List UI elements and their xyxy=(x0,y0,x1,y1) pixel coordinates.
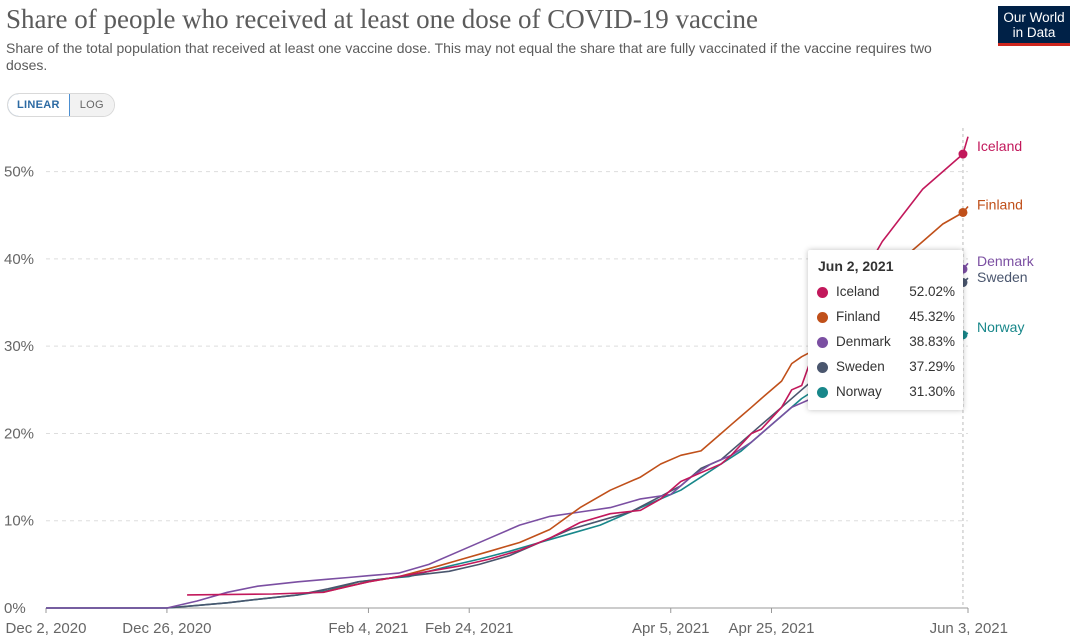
series-marker-iceland xyxy=(958,149,968,159)
series-label-iceland: Iceland xyxy=(977,138,1022,154)
logo-accent-bar xyxy=(998,43,1070,46)
tooltip-value: 31.30% xyxy=(909,384,955,399)
tooltip-country: Iceland xyxy=(836,284,880,299)
tooltip-row-finland: Finland 45.32% xyxy=(817,308,955,328)
series-label-finland: Finland xyxy=(977,196,1023,212)
tooltip-dot-icon xyxy=(817,312,828,323)
x-tick-label: Jun 3, 2021 xyxy=(930,620,1008,637)
series-line-iceland xyxy=(187,136,969,596)
tooltip-dot-icon xyxy=(817,337,828,348)
owid-logo[interactable]: Our World in Data xyxy=(998,6,1070,46)
tooltip-row-iceland: Iceland 52.02% xyxy=(817,283,955,303)
y-tick-label: 20% xyxy=(4,425,34,442)
y-tick-label: 30% xyxy=(4,338,34,355)
y-tick-label: 0% xyxy=(4,600,26,617)
logo-line2: in Data xyxy=(1012,25,1056,40)
scale-toggle[interactable]: LINEAR LOG xyxy=(7,93,115,117)
hover-tooltip: Jun 2, 2021 Iceland 52.02% Finland 45.32… xyxy=(808,250,963,410)
tooltip-value: 37.29% xyxy=(909,359,955,374)
series-label-denmark: Denmark xyxy=(977,253,1035,269)
logo-line1: Our World xyxy=(1003,10,1065,25)
x-tick-label: Feb 24, 2021 xyxy=(425,620,513,637)
tooltip-date: Jun 2, 2021 xyxy=(818,258,894,274)
x-tick-label: Dec 26, 2020 xyxy=(122,620,211,637)
series-label-norway: Norway xyxy=(977,319,1024,335)
tooltip-row-sweden: Sweden 37.29% xyxy=(817,358,955,378)
series-marker-finland xyxy=(958,207,968,217)
tooltip-country: Sweden xyxy=(836,359,885,374)
tooltip-country: Norway xyxy=(836,384,882,399)
tooltip-row-denmark: Denmark 38.83% xyxy=(817,333,955,353)
chart-subtitle: Share of the total population that recei… xyxy=(6,40,932,73)
tooltip-row-norway: Norway 31.30% xyxy=(817,383,955,403)
chart-title: Share of people who received at least on… xyxy=(6,4,758,34)
y-tick-label: 40% xyxy=(4,251,34,268)
series-label-sweden: Sweden xyxy=(977,269,1028,285)
tooltip-country: Denmark xyxy=(836,334,891,349)
linear-scale-button[interactable]: LINEAR xyxy=(7,94,70,116)
tooltip-value: 52.02% xyxy=(909,284,955,299)
x-tick-label: Dec 2, 2020 xyxy=(6,620,87,637)
tooltip-dot-icon xyxy=(817,387,828,398)
tooltip-value: 45.32% xyxy=(909,309,955,324)
tooltip-dot-icon xyxy=(817,287,828,298)
tooltip-country: Finland xyxy=(836,309,881,324)
tooltip-dot-icon xyxy=(817,362,828,373)
x-tick-label: Apr 5, 2021 xyxy=(632,620,710,637)
x-tick-label: Feb 4, 2021 xyxy=(328,620,408,637)
y-tick-label: 50% xyxy=(4,164,34,181)
log-scale-button[interactable]: LOG xyxy=(69,94,114,116)
tooltip-value: 38.83% xyxy=(909,334,955,349)
x-tick-label: Apr 25, 2021 xyxy=(729,620,815,637)
y-tick-label: 10% xyxy=(4,513,34,530)
